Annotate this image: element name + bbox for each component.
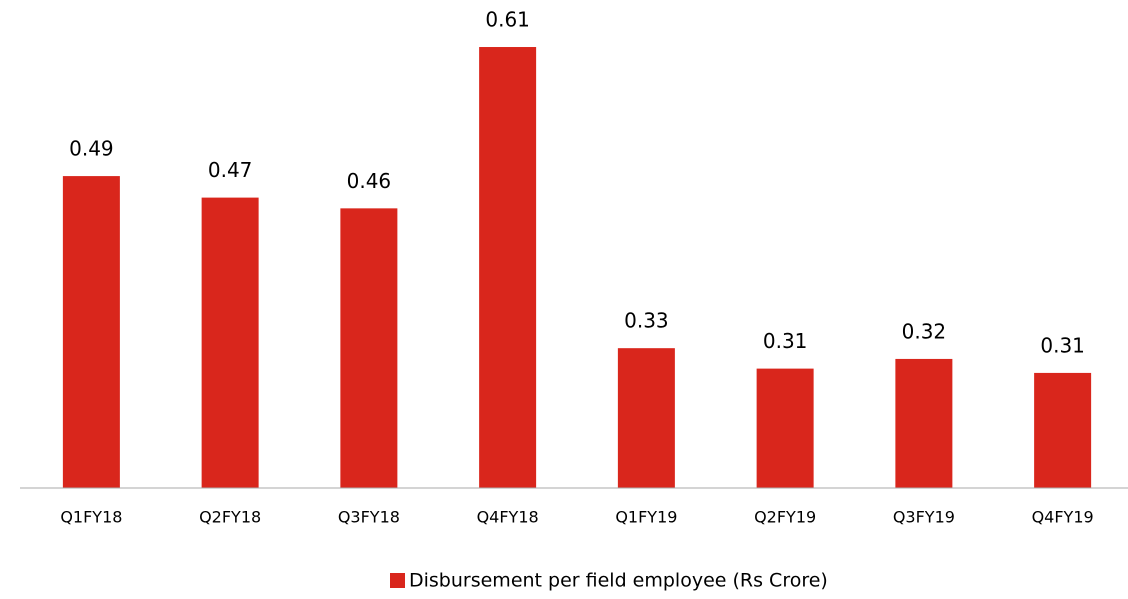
x-tick-label: Q3FY19 <box>893 508 955 527</box>
bar <box>756 368 814 488</box>
data-label: 0.31 <box>1040 333 1085 357</box>
x-tick-label: Q2FY18 <box>199 508 261 527</box>
data-label: 0.32 <box>902 319 947 343</box>
bar <box>340 208 398 488</box>
legend-label: Disbursement per field employee (Rs Cror… <box>409 570 828 592</box>
bar <box>1034 372 1092 488</box>
bar <box>62 176 120 489</box>
legend-swatch <box>390 573 405 588</box>
data-label: 0.33 <box>624 309 669 333</box>
x-tick-label: Q2FY19 <box>754 508 816 527</box>
bar <box>201 197 259 488</box>
x-tick-label: Q1FY18 <box>60 508 122 527</box>
bar <box>479 47 537 489</box>
data-label: 0.61 <box>485 8 530 32</box>
data-label: 0.46 <box>347 169 392 193</box>
data-label: 0.31 <box>763 329 808 353</box>
x-tick-label: Q4FY19 <box>1032 508 1094 527</box>
bar <box>617 348 675 488</box>
bar <box>895 358 953 488</box>
x-tick-label: Q4FY18 <box>477 508 539 527</box>
x-tick-label: Q3FY18 <box>338 508 400 527</box>
data-label: 0.49 <box>69 137 114 161</box>
data-label: 0.47 <box>208 158 253 182</box>
x-tick-label: Q1FY19 <box>615 508 677 527</box>
